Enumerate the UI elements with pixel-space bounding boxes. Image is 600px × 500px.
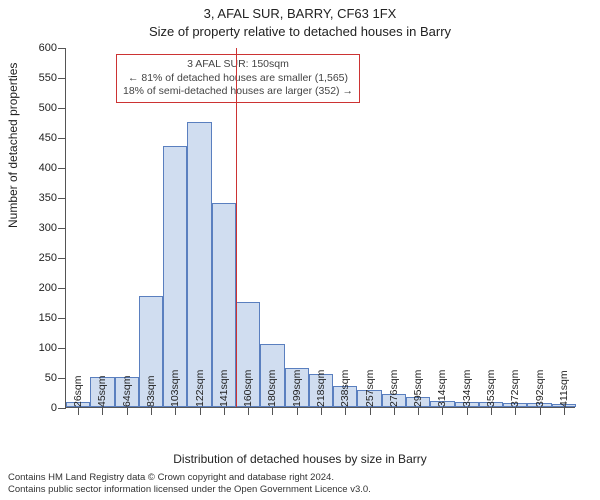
y-tick <box>58 228 66 229</box>
x-tick-label: 238sqm <box>339 370 351 407</box>
x-tick <box>175 407 176 415</box>
x-tick-label: 257sqm <box>364 370 376 407</box>
y-tick-label: 50 <box>17 372 57 384</box>
y-tick-label: 450 <box>17 132 57 144</box>
y-tick <box>58 78 66 79</box>
reference-marker-line <box>236 48 237 407</box>
y-tick <box>58 48 66 49</box>
x-tick-label: 353sqm <box>485 370 497 407</box>
y-tick <box>58 408 66 409</box>
chart-title-address: 3, AFAL SUR, BARRY, CF63 1FX <box>0 6 600 21</box>
y-tick <box>58 198 66 199</box>
x-tick-label: 334sqm <box>461 370 473 407</box>
plot-area: 3 AFAL SUR: 150sqm ← 81% of detached hou… <box>65 48 575 408</box>
x-tick-label: 218sqm <box>315 370 327 407</box>
y-tick-label: 550 <box>17 72 57 84</box>
x-tick <box>272 407 273 415</box>
y-tick-label: 500 <box>17 102 57 114</box>
credit-line2: Contains public sector information licen… <box>8 484 592 496</box>
x-tick-label: 314sqm <box>436 370 448 407</box>
x-tick <box>297 407 298 415</box>
annotation-line1: 3 AFAL SUR: 150sqm <box>123 58 353 72</box>
x-tick-label: 392sqm <box>534 370 546 407</box>
x-tick <box>467 407 468 415</box>
y-tick-label: 400 <box>17 162 57 174</box>
x-axis-label: Distribution of detached houses by size … <box>0 452 600 466</box>
x-tick-label: 411sqm <box>558 370 570 407</box>
y-tick <box>58 138 66 139</box>
x-tick-label: 141sqm <box>218 370 230 407</box>
x-tick-label: 276sqm <box>388 370 400 407</box>
x-tick <box>515 407 516 415</box>
x-tick-label: 122sqm <box>194 370 206 407</box>
x-tick <box>248 407 249 415</box>
x-tick <box>224 407 225 415</box>
x-tick <box>564 407 565 415</box>
y-tick-label: 0 <box>17 402 57 414</box>
y-tick <box>58 288 66 289</box>
x-tick-label: 26sqm <box>72 375 84 407</box>
histogram-bar <box>187 122 211 407</box>
x-tick-label: 180sqm <box>266 370 278 407</box>
x-tick <box>321 407 322 415</box>
y-tick-label: 250 <box>17 252 57 264</box>
x-tick <box>394 407 395 415</box>
annotation-line3: 18% of semi-detached houses are larger (… <box>123 85 353 99</box>
y-tick <box>58 318 66 319</box>
x-tick <box>442 407 443 415</box>
credit-text: Contains HM Land Registry data © Crown c… <box>8 472 592 496</box>
x-tick-label: 83sqm <box>145 375 157 407</box>
x-tick-label: 160sqm <box>242 370 254 407</box>
x-tick <box>540 407 541 415</box>
x-tick-label: 64sqm <box>121 375 133 407</box>
x-tick <box>345 407 346 415</box>
annotation-line2: ← 81% of detached houses are smaller (1,… <box>123 72 353 86</box>
chart-title-desc: Size of property relative to detached ho… <box>0 24 600 39</box>
y-tick-label: 600 <box>17 42 57 54</box>
y-tick-label: 200 <box>17 282 57 294</box>
x-tick-label: 199sqm <box>291 370 303 407</box>
y-tick <box>58 258 66 259</box>
y-tick <box>58 348 66 349</box>
x-tick <box>418 407 419 415</box>
credit-line1: Contains HM Land Registry data © Crown c… <box>8 472 592 484</box>
x-tick <box>78 407 79 415</box>
x-tick-label: 103sqm <box>169 370 181 407</box>
y-tick <box>58 108 66 109</box>
y-tick-label: 350 <box>17 192 57 204</box>
y-tick <box>58 168 66 169</box>
marker-annotation: 3 AFAL SUR: 150sqm ← 81% of detached hou… <box>116 54 360 103</box>
x-tick <box>370 407 371 415</box>
x-tick <box>200 407 201 415</box>
y-tick-label: 300 <box>17 222 57 234</box>
x-tick-label: 295sqm <box>412 370 424 407</box>
histogram-bar <box>163 146 187 407</box>
x-tick <box>102 407 103 415</box>
y-tick-label: 100 <box>17 342 57 354</box>
x-tick-label: 45sqm <box>96 375 108 407</box>
x-tick <box>491 407 492 415</box>
y-tick <box>58 378 66 379</box>
x-tick-label: 372sqm <box>509 370 521 407</box>
y-tick-label: 150 <box>17 312 57 324</box>
x-tick <box>127 407 128 415</box>
x-tick <box>151 407 152 415</box>
